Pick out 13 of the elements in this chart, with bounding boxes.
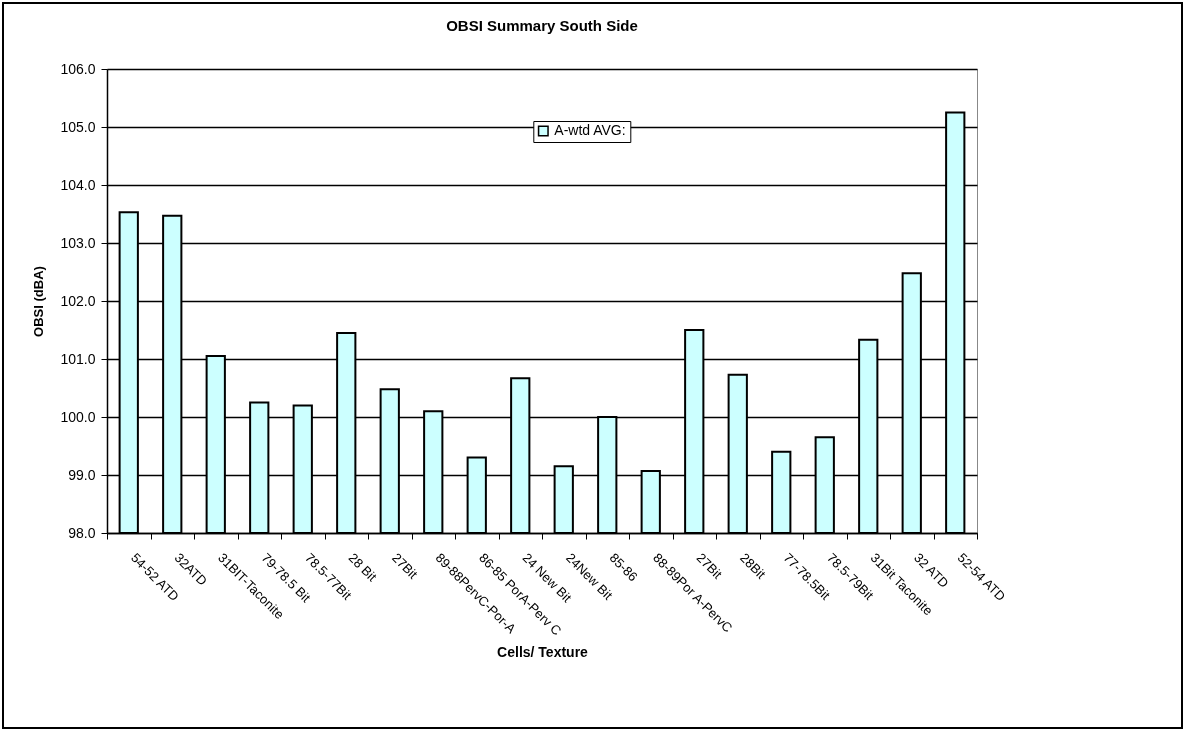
legend-label: A-wtd AVG: [554, 122, 626, 138]
y-tick-label: 103.0 [60, 234, 96, 251]
y-tick-label: 99.0 [68, 466, 96, 483]
y-axis-title: OBSI (dBA) [31, 266, 47, 337]
y-tick-label: 106.0 [60, 60, 96, 77]
y-tick-label: 101.0 [60, 350, 96, 367]
y-tick-label: 105.0 [60, 118, 96, 135]
y-tick-label: 102.0 [60, 292, 96, 309]
chart-title: OBSI Summary South Side [446, 17, 638, 34]
y-tick-label: 104.0 [60, 176, 96, 193]
y-tick-label: 98.0 [68, 524, 96, 541]
x-axis-title: Cells/ Texture [497, 644, 589, 661]
y-tick-label: 100.0 [60, 408, 96, 425]
